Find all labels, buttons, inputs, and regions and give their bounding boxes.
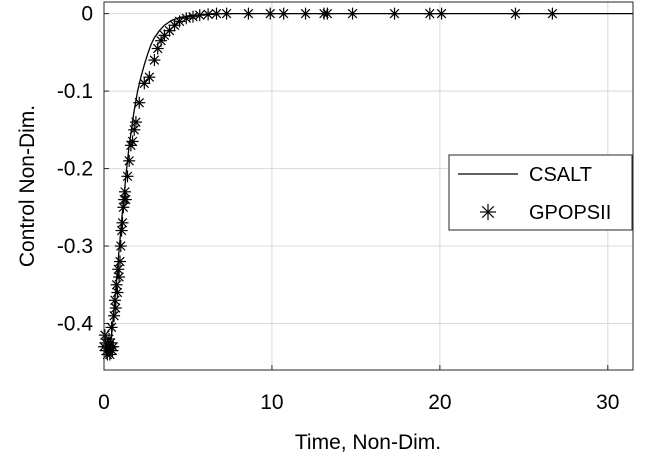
legend-asterisk — [480, 204, 496, 220]
gpopsii-point — [143, 71, 156, 84]
gpopsii-point — [423, 7, 436, 20]
gpopsii-point — [435, 7, 448, 20]
gpopsii-point — [546, 7, 559, 20]
legend-box — [448, 154, 633, 231]
gpopsii-point — [148, 54, 161, 67]
gpopsii-point — [155, 34, 168, 47]
gpopsii-point — [163, 24, 176, 37]
gpopsii-point — [128, 123, 141, 136]
gpopsii-point — [277, 7, 290, 20]
legend: CSALT GPOPSII — [448, 154, 633, 231]
y-tick-label: 0 — [81, 3, 93, 26]
gpopsii-point — [180, 12, 193, 25]
gpopsii-point — [242, 7, 255, 20]
y-tick-label: -0.2 — [57, 158, 93, 181]
gpopsii-point — [109, 302, 122, 315]
legend-label-csalt: CSALT — [529, 164, 592, 186]
gpopsii-point — [121, 170, 134, 183]
gpopsii-point — [264, 7, 277, 20]
x-tick-label: 10 — [260, 391, 283, 414]
y-tick-label: -0.4 — [57, 313, 94, 336]
plot-frame — [103, 1, 634, 371]
gpopsii-point — [115, 224, 128, 237]
gpopsii-point — [187, 10, 200, 23]
y-tick-labels: 0 -0.1 -0.2 -0.3 -0.4 — [57, 3, 94, 336]
gpopsii-point — [210, 7, 223, 20]
x-tick-label: 0 — [98, 391, 110, 414]
gpopsii-point — [193, 9, 206, 22]
gpopsii-point — [388, 7, 401, 20]
gpopsii-point — [133, 96, 146, 109]
gpopsii-point — [111, 286, 124, 299]
gpopsii-point — [118, 185, 131, 198]
series-gpopsii — [98, 7, 559, 361]
y-tick-label: -0.1 — [57, 80, 93, 103]
x-tick-labels: 0 10 20 30 — [98, 391, 619, 414]
gpopsii-point — [114, 240, 127, 253]
x-tick-label: 30 — [596, 391, 619, 414]
gpopsii-point — [112, 263, 125, 276]
gpopsii-point — [113, 271, 126, 284]
y-tick-label: -0.3 — [57, 235, 93, 258]
gpopsii-point — [105, 321, 118, 334]
gpopsii-point — [116, 216, 129, 229]
gpopsii-point — [126, 135, 139, 148]
gpopsii-point — [129, 116, 142, 129]
gpopsii-point — [321, 7, 334, 20]
legend-label-gpopsii: GPOPSII — [529, 202, 611, 224]
gpopsii-point — [108, 309, 121, 322]
legend-asterisk-icon — [480, 204, 496, 220]
gpopsii-point — [220, 7, 233, 20]
gpopsii-point — [299, 7, 312, 20]
gpopsii-point — [107, 340, 120, 353]
gpopsii-point — [113, 255, 126, 268]
gpopsii-point — [509, 7, 522, 20]
gpopsii-point — [202, 8, 215, 21]
x-axis-label: Time, Non-Dim. — [295, 431, 441, 454]
gpopsii-point — [346, 7, 359, 20]
gpopsii-point — [123, 154, 136, 167]
gpopsii-point — [119, 193, 132, 206]
y-axis-label: Control Non-Dim. — [16, 105, 39, 267]
gpopsii-point — [138, 77, 151, 90]
x-tick-label: 20 — [428, 391, 451, 414]
